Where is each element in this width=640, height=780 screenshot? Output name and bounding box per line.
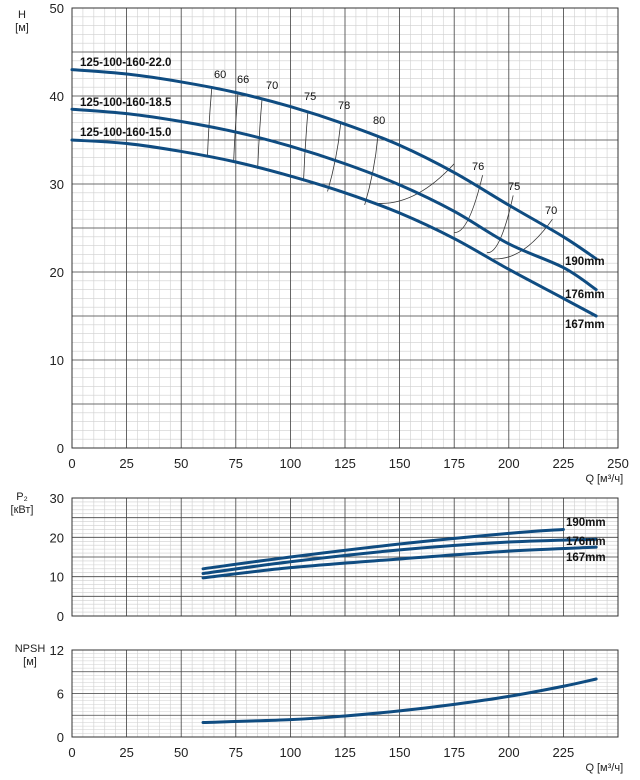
x-tick-label: 50 <box>174 456 188 471</box>
h-curve-176mm <box>70 107 598 292</box>
efficiency-label: 75 <box>304 91 316 103</box>
x-tick-label: 0 <box>68 745 75 760</box>
x-tick-label: 100 <box>280 745 302 760</box>
x-tick-label: 100 <box>280 456 302 471</box>
x-tick-label: 225 <box>553 456 575 471</box>
series-name-label: 167mm <box>565 319 605 331</box>
y-tick-label: 10 <box>50 570 64 585</box>
efficiency-label: 60 <box>214 69 226 81</box>
efficiency-line <box>377 163 455 204</box>
y-axis-label: P₂ <box>16 491 28 503</box>
p2-series-label: 176mm <box>566 536 606 548</box>
y-tick-label: 12 <box>50 643 64 658</box>
x-tick-label: 200 <box>498 745 520 760</box>
x-tick-label: 200 <box>498 456 520 471</box>
x-tick-label: 125 <box>334 745 356 760</box>
series-name-label: 176mm <box>565 289 605 301</box>
p2-curve-176mm <box>201 537 598 576</box>
x-tick-label: 75 <box>229 745 243 760</box>
x-tick-label: 150 <box>389 456 411 471</box>
x-axis-unit: [м³/ч] <box>597 473 623 485</box>
npsh-curve <box>201 677 598 724</box>
efficiency-label: 75 <box>508 181 520 193</box>
x-tick-label: 225 <box>553 745 575 760</box>
plot-frame <box>71 649 619 738</box>
y-tick-label: 6 <box>57 687 64 702</box>
series-model-label: 125-100-160-18.5 <box>80 97 172 109</box>
efficiency-label: 70 <box>266 80 278 92</box>
efficiency-line <box>257 99 263 169</box>
efficiency-line <box>207 87 213 158</box>
p2-series-label: 190mm <box>566 517 606 529</box>
y-axis-unit: [м] <box>23 656 37 668</box>
x-tick-label: 50 <box>174 745 188 760</box>
efficiency-label: 66 <box>237 74 249 86</box>
efficiency-line <box>233 93 239 163</box>
y-tick-label: 0 <box>57 730 64 745</box>
y-axis-unit: [м] <box>15 22 29 34</box>
y-tick-label: 30 <box>50 177 64 192</box>
x-tick-label: 75 <box>229 456 243 471</box>
efficiency-label: 80 <box>373 115 385 127</box>
panel-0: 0 10 20 30 40 50 0 25 50 75 100 125 150 175 200 225 250 H… <box>15 1 629 485</box>
panel-1: 0 10 20 30 P₂[кВт] <box>11 491 619 624</box>
y-tick-label: 40 <box>50 89 64 104</box>
y-tick-label: 30 <box>50 491 64 506</box>
x-tick-label: 25 <box>119 745 133 760</box>
efficiency-line <box>364 136 379 206</box>
y-axis-label: NPSH <box>15 643 46 655</box>
p2-curve-167mm <box>201 545 598 580</box>
y-tick-label: 50 <box>50 1 64 16</box>
x-tick-label: 250 <box>607 456 629 471</box>
p2-curve-190mm <box>201 527 565 571</box>
efficiency-label: 70 <box>545 205 557 217</box>
y-tick-label: 10 <box>50 353 64 368</box>
y-axis-unit: [кВт] <box>11 504 34 516</box>
x-tick-label: 125 <box>334 456 356 471</box>
efficiency-label: 78 <box>338 100 350 112</box>
h-curve-190mm <box>70 68 598 261</box>
y-axis-label: H <box>18 9 26 21</box>
x-axis-label: Q <box>585 762 594 774</box>
p2-series-label: 167mm <box>566 552 606 564</box>
panel-2: 0 6 12 0 25 50 75 100 125 150 175 200 225 NPSH[м] Q [м³… <box>15 643 623 774</box>
series-model-label: 125-100-160-15.0 <box>80 127 171 139</box>
efficiency-label: 76 <box>472 161 484 173</box>
y-tick-label: 20 <box>50 530 64 545</box>
series-model-label: 125-100-160-22.0 <box>80 57 171 69</box>
x-tick-label: 25 <box>119 456 133 471</box>
h-curve-167mm <box>70 138 598 318</box>
y-tick-label: 0 <box>57 609 64 624</box>
y-tick-label: 20 <box>50 265 64 280</box>
x-tick-label: 150 <box>389 745 411 760</box>
plot-frame <box>71 7 619 449</box>
x-axis-unit: [м³/ч] <box>597 762 623 774</box>
efficiency-line <box>327 122 342 192</box>
x-tick-label: 175 <box>443 456 465 471</box>
series-name-label: 190mm <box>565 256 605 268</box>
efficiency-line <box>303 112 309 182</box>
x-tick-label: 0 <box>68 456 75 471</box>
y-tick-label: 0 <box>57 441 64 456</box>
plot-frame <box>71 497 619 617</box>
x-axis-label: Q <box>585 473 594 485</box>
x-tick-label: 175 <box>443 745 465 760</box>
